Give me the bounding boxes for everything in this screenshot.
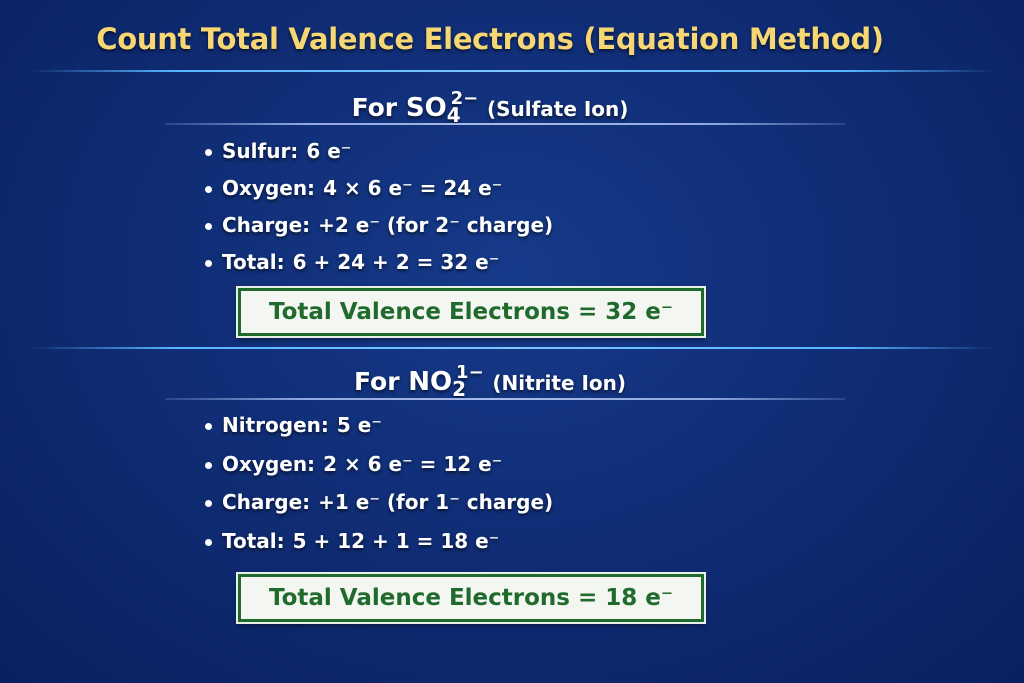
section-divider xyxy=(165,398,845,400)
heading-prefix: For xyxy=(353,367,400,396)
list-item: Total: 6 + 24 + 2 = 32 e⁻ xyxy=(205,244,553,281)
list-item: Oxygen: 4 × 6 e⁻ = 24 e⁻ xyxy=(205,170,553,207)
sulfate-result-box: Total Valence Electrons = 32 e⁻ xyxy=(238,288,704,336)
formula-main: NO xyxy=(408,367,453,397)
list-item: Charge: +1 e⁻ (for 1⁻ charge) xyxy=(205,483,553,522)
bullet-label: Nitrogen: xyxy=(222,413,329,437)
sulfate-formula: SO42− xyxy=(405,88,478,127)
bullet-label: Charge: xyxy=(222,490,311,514)
sulfate-heading: For SO42− (Sulfate Ion) xyxy=(0,88,980,127)
ion-name: (Sulfate Ion) xyxy=(486,97,629,121)
list-item: Sulfur: 6 e⁻ xyxy=(205,133,553,170)
bullet-icon xyxy=(205,186,212,193)
list-item: Nitrogen: 5 e⁻ xyxy=(205,406,553,445)
bullet-label: Sulfur: xyxy=(222,139,299,163)
bullet-value: +1 e⁻ (for 1⁻ charge) xyxy=(318,490,554,514)
bullet-icon xyxy=(205,260,212,267)
formula-charge: 2− xyxy=(450,88,479,109)
list-item: Oxygen: 2 × 6 e⁻ = 12 e⁻ xyxy=(205,445,553,484)
bullet-value: 6 + 24 + 2 = 32 e⁻ xyxy=(292,250,500,274)
formula-main: SO xyxy=(405,93,447,123)
bullet-label: Charge: xyxy=(222,213,311,237)
section-divider xyxy=(165,123,845,125)
bullet-icon xyxy=(205,223,212,230)
bullet-value: 5 + 12 + 1 = 18 e⁻ xyxy=(292,528,500,553)
bullet-value: +2 e⁻ (for 2⁻ charge) xyxy=(318,213,554,237)
nitrite-bullet-list: Nitrogen: 5 e⁻ Oxygen: 2 × 6 e⁻ = 12 e⁻ Ch… xyxy=(205,406,553,560)
bullet-icon xyxy=(205,423,212,430)
formula-subscript: 2 xyxy=(452,377,467,401)
formula-subscript: 4 xyxy=(446,103,461,127)
ion-name: (Nitrite Ion) xyxy=(492,371,627,395)
slide-title: Count Total Valence Electrons (Equation … xyxy=(96,22,884,56)
list-item: Charge: +2 e⁻ (for 2⁻ charge) xyxy=(205,207,553,244)
section-separator xyxy=(30,347,994,349)
list-item: Total: 5 + 12 + 1 = 18 e⁻ xyxy=(205,522,553,561)
sulfate-bullet-list: Sulfur: 6 e⁻ Oxygen: 4 × 6 e⁻ = 24 e⁻ Char… xyxy=(205,133,553,281)
bullet-label: Total: xyxy=(222,250,285,274)
bullet-icon xyxy=(205,538,212,546)
heading-prefix: For xyxy=(351,93,398,122)
bullet-label: Oxygen: xyxy=(222,451,316,476)
bullet-label: Oxygen: xyxy=(222,176,316,200)
bullet-value: 6 e⁻ xyxy=(306,139,352,163)
bullet-value: 5 e⁻ xyxy=(336,413,382,437)
nitrite-formula: NO21− xyxy=(408,362,483,401)
bullet-icon xyxy=(205,461,212,469)
nitrite-heading: For NO21− (Nitrite Ion) xyxy=(0,362,980,401)
bullet-value: 2 × 6 e⁻ = 12 e⁻ xyxy=(323,451,503,476)
bullet-label: Total: xyxy=(222,528,285,553)
nitrite-result-box: Total Valence Electrons = 18 e⁻ xyxy=(238,574,704,622)
formula-charge: 1− xyxy=(456,362,484,383)
bullet-value: 4 × 6 e⁻ = 24 e⁻ xyxy=(323,176,503,200)
bullet-icon xyxy=(205,500,212,507)
title-divider xyxy=(30,70,994,72)
bullet-icon xyxy=(205,149,212,156)
